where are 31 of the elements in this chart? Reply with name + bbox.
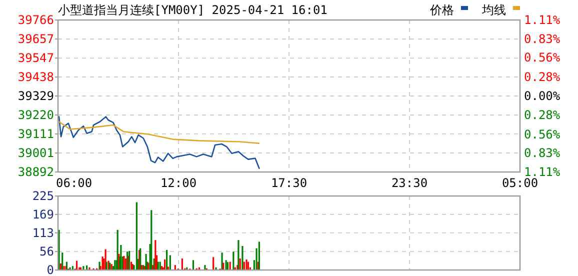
y-tick-label: 39329 bbox=[18, 89, 54, 103]
y-tick-label: 113 bbox=[32, 226, 54, 240]
y-tick-label: 39001 bbox=[18, 146, 54, 160]
chart-title: 小型道指当月连续[YM00Y] 2025-04-21 16:01 bbox=[58, 3, 328, 17]
y-tick-label: 39766 bbox=[18, 13, 54, 27]
y-tick-label: 39438 bbox=[18, 70, 54, 84]
y2-tick-label: 0.00% bbox=[524, 89, 561, 103]
y2-tick-label: 1.11% bbox=[524, 13, 561, 27]
y-tick-label: 39657 bbox=[18, 32, 54, 46]
y2-tick-label: 0.28% bbox=[524, 108, 561, 122]
y2-tick-label: 0.83% bbox=[524, 32, 561, 46]
y2-tick-label: 1.11% bbox=[524, 165, 561, 179]
x-tick-label: 23:30 bbox=[391, 176, 428, 190]
legend-label: 均线 bbox=[481, 3, 506, 17]
y-tick-label: 39111 bbox=[18, 126, 54, 141]
y-tick-label: 225 bbox=[32, 189, 54, 203]
x-tick-label: 17:30 bbox=[270, 176, 308, 190]
y-tick-label: 39220 bbox=[18, 108, 54, 122]
y-tick-label: 38892 bbox=[18, 165, 54, 179]
x-tick-label: 12:00 bbox=[160, 176, 197, 190]
y2-tick-label: 0.28% bbox=[524, 70, 561, 84]
y-tick-label: 169 bbox=[32, 207, 54, 222]
y-tick-label: 0 bbox=[46, 263, 54, 276]
x-tick-label: 05:00 bbox=[502, 176, 538, 190]
y2-tick-label: 0.56% bbox=[524, 50, 561, 65]
y2-tick-label: 0.56% bbox=[524, 127, 561, 142]
y2-tick-label: 0.83% bbox=[524, 146, 561, 160]
x-tick-label: 06:00 bbox=[56, 176, 92, 190]
y-tick-label: 39547 bbox=[18, 51, 54, 66]
y-tick-label: 56 bbox=[40, 244, 54, 259]
legend-label: 价格 bbox=[429, 3, 454, 17]
